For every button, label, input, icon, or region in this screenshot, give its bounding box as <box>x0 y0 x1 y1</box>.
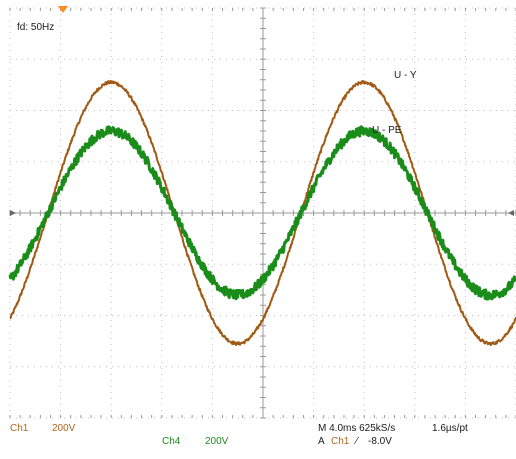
trigger-level-readout: -8.0V <box>368 436 392 447</box>
trigger-source-label: Ch1 <box>331 436 350 447</box>
rising-edge-icon: ⁄ <box>356 436 358 447</box>
ch1-name-label: Ch1 <box>10 423 29 434</box>
ground-reference-marker <box>10 210 16 216</box>
timebase-readout: M 4.0ms 625kS/s <box>318 423 396 434</box>
ch4-trace-label: U - PE <box>372 125 402 136</box>
waveform-traces <box>8 79 516 347</box>
ch1-trace-label: U - Y <box>394 70 417 81</box>
ch4-name-label: Ch4 <box>162 436 181 447</box>
markers <box>10 6 514 216</box>
trigger-level-marker <box>508 210 514 216</box>
resolution-readout: 1.6µs/pt <box>432 423 468 434</box>
frequency-readout: fd: 50Hz <box>17 22 55 33</box>
trigger-mode-label: A <box>318 436 325 447</box>
ch1-scale-label: 200V <box>52 423 76 434</box>
trigger-position-marker <box>58 6 68 13</box>
graticule-grid <box>9 7 516 419</box>
ch4-waveform <box>8 125 516 301</box>
ch4-scale-label: 200V <box>205 436 229 447</box>
